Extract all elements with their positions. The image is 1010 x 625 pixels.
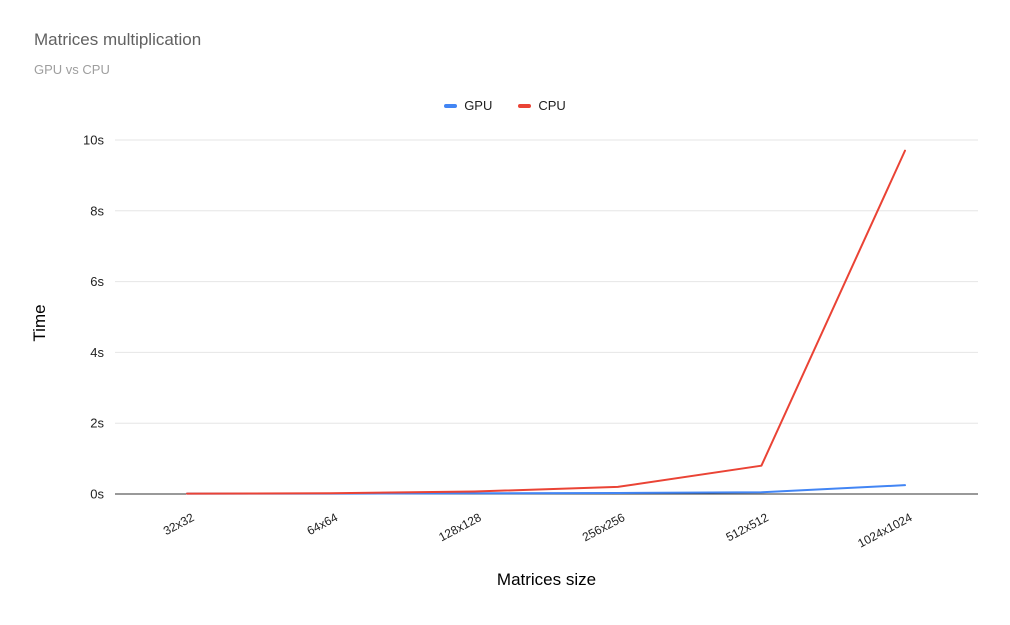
legend-swatch-cpu — [518, 103, 532, 108]
x-axis-title: Matrices size — [496, 570, 597, 589]
legend-label: CPU — [538, 98, 566, 113]
y-axis-title: Time — [30, 304, 49, 342]
y-tick-label: 2s — [90, 416, 104, 431]
legend-item-gpu: GPU — [444, 98, 492, 113]
chart-subtitle: GPU vs CPU — [34, 62, 110, 77]
legend-swatch-gpu — [444, 103, 458, 108]
y-tick-label: 10s — [83, 133, 104, 148]
y-tick-label: 6s — [90, 274, 104, 289]
y-tick-label: 4s — [90, 345, 104, 360]
legend-label: GPU — [464, 98, 493, 113]
x-tick-label: 512x512 — [724, 510, 772, 544]
x-tick-label: 128x128 — [436, 510, 484, 544]
chart-title: Matrices multiplication — [34, 30, 202, 49]
series-line-cpu — [186, 149, 906, 495]
x-tick-label: 64x64 — [305, 510, 341, 538]
y-tick-label: 0s — [90, 487, 104, 502]
legend-item-cpu: CPU — [518, 98, 566, 113]
y-tick-label: 8s — [90, 203, 104, 218]
legend: GPU CPU — [0, 98, 1010, 113]
x-tick-label: 1024x1024 — [855, 510, 914, 550]
x-tick-label: 32x32 — [161, 510, 197, 538]
x-tick-label: 256x256 — [580, 510, 628, 544]
